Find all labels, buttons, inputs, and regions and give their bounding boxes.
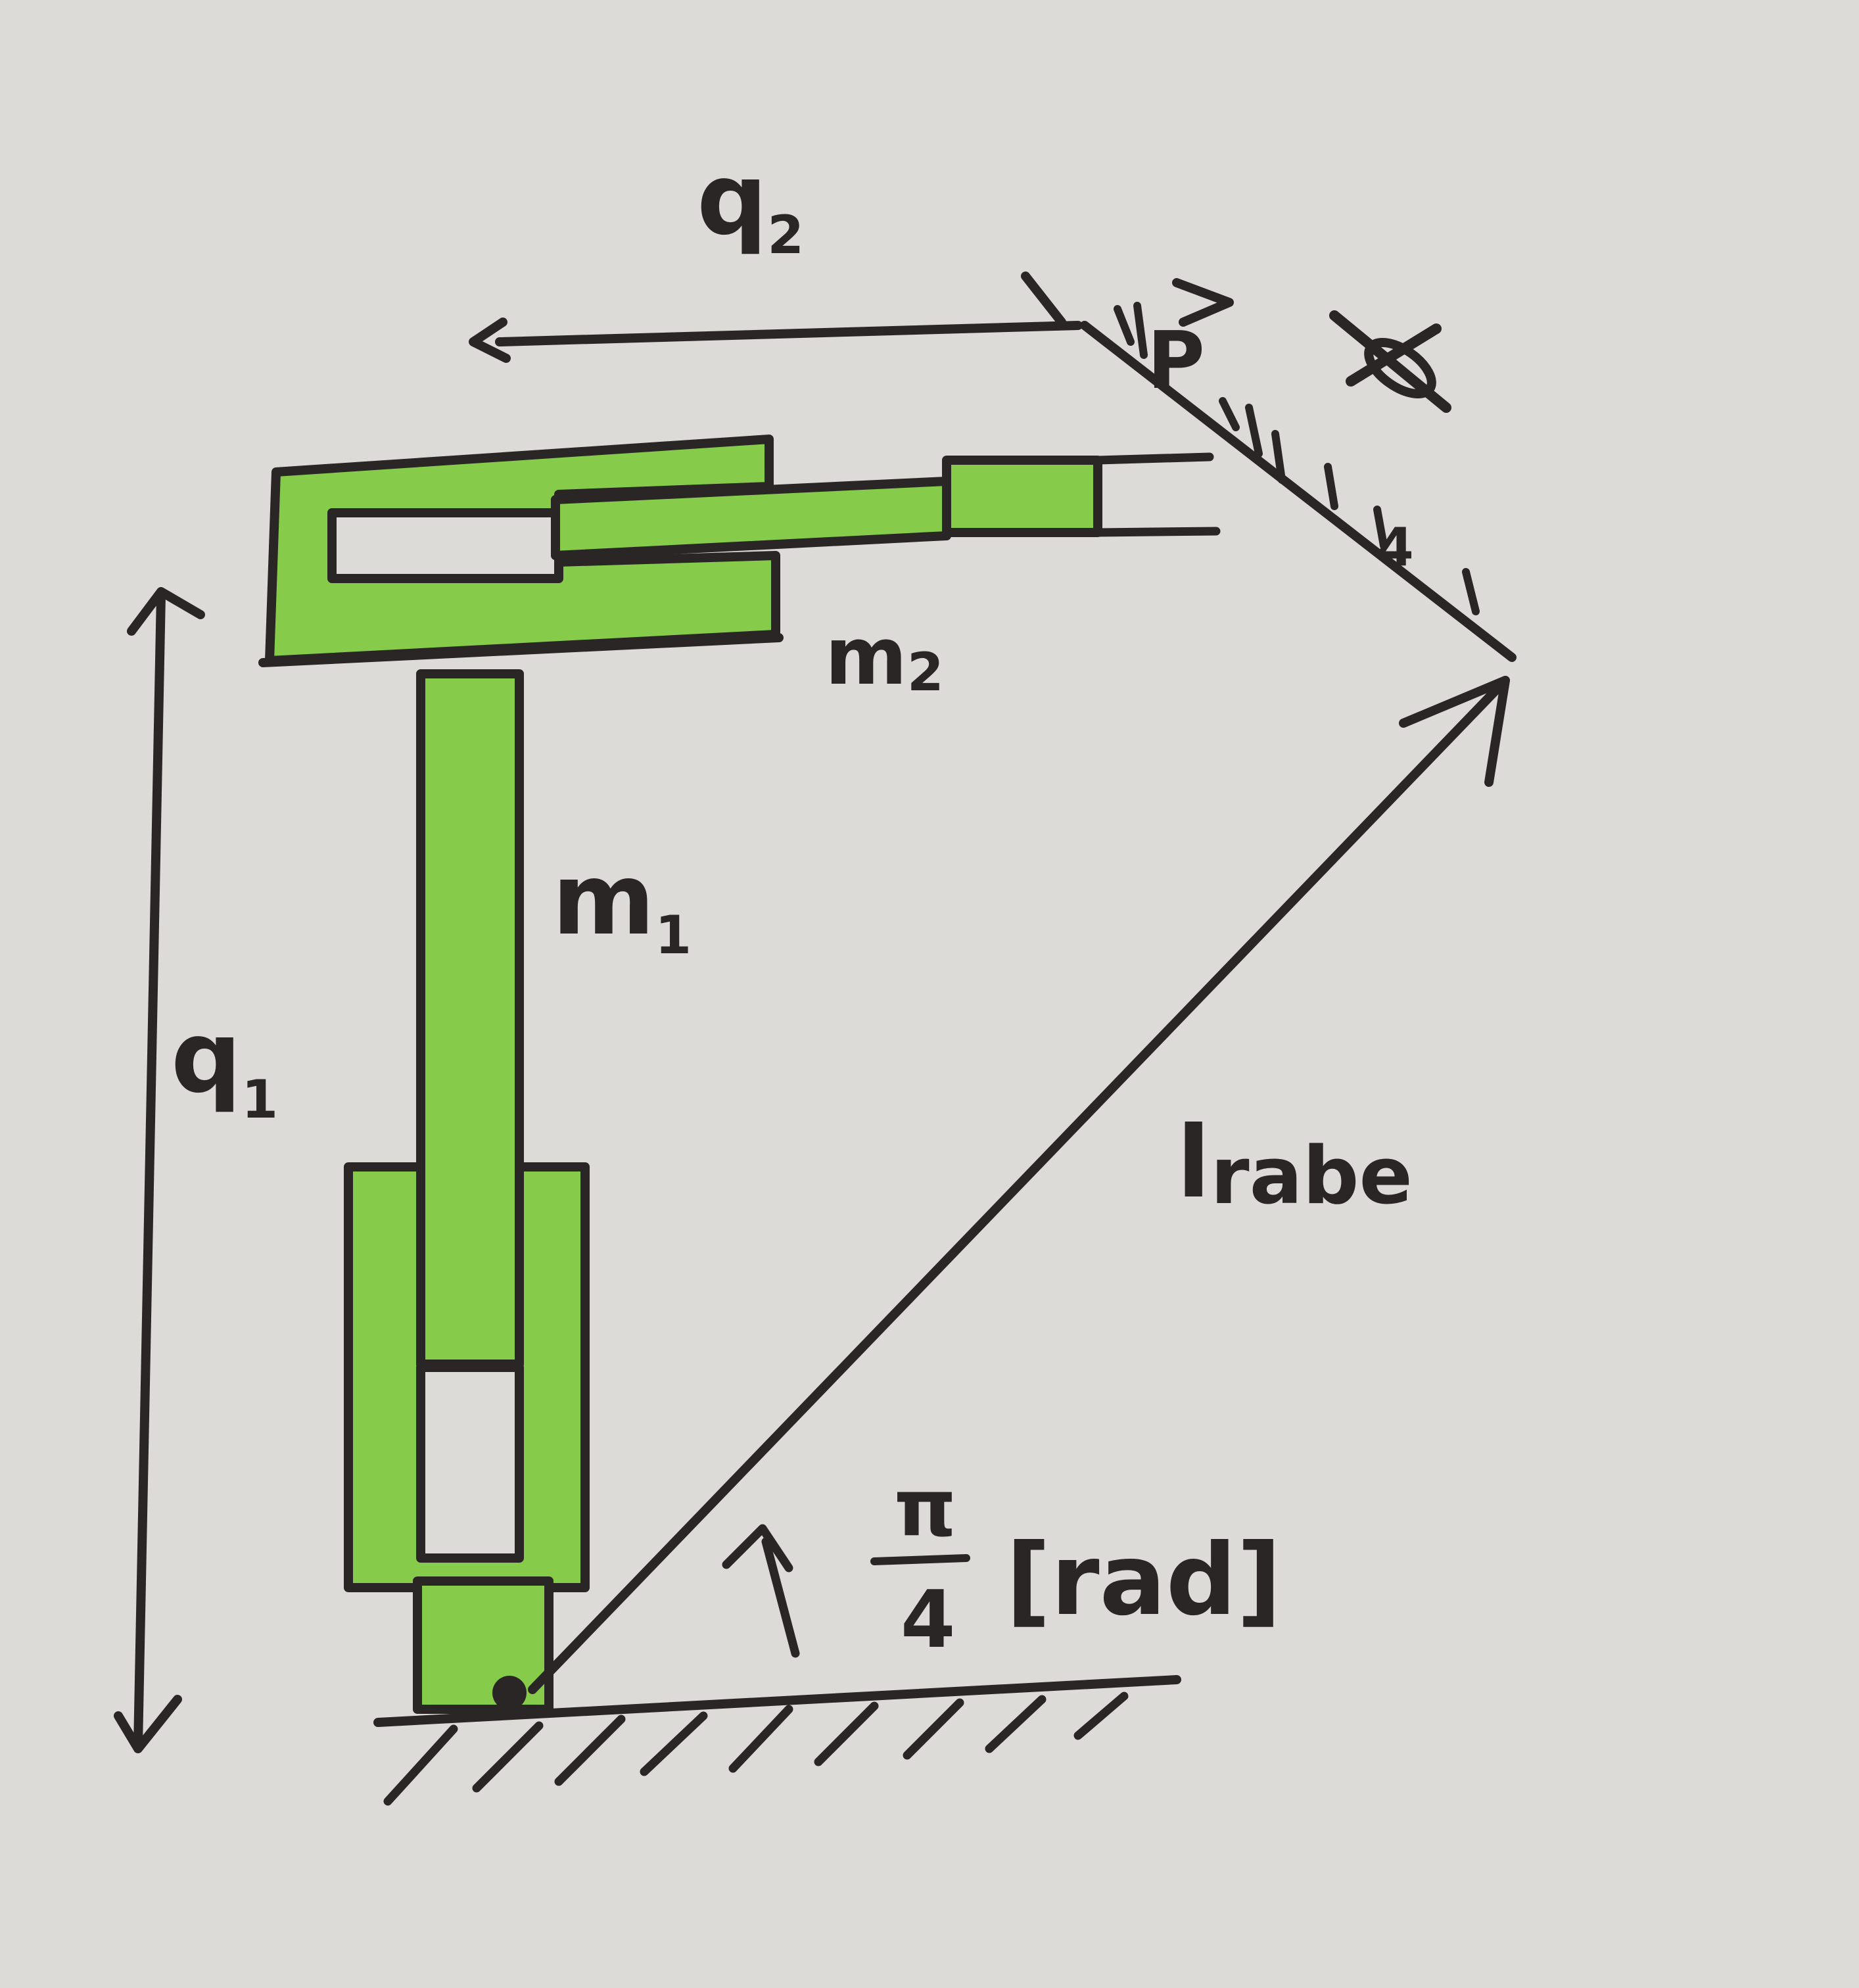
ground [373, 1675, 1181, 1806]
base-housing [344, 1162, 590, 1714]
length-label: 4 [1377, 517, 1414, 578]
q2-arrow [469, 272, 1234, 363]
angle-label: π 4 [rad] [870, 1463, 1282, 1666]
angle-denominator: 4 [901, 1574, 956, 1666]
point-p-label: P [1147, 316, 1205, 407]
arm-housing [258, 435, 784, 667]
crossed-mark [1329, 310, 1451, 413]
link-2 [551, 452, 1221, 560]
base-joint [492, 1676, 527, 1710]
angle-numerator: π [894, 1463, 956, 1554]
m1-label: m1 [552, 843, 692, 966]
wall-hatching [1114, 302, 1480, 615]
ground-hatching [383, 1692, 1129, 1806]
l-rabe-label: lrabe [1177, 1106, 1413, 1222]
link-1 [416, 669, 524, 1369]
base-slot [416, 1363, 524, 1563]
q1-label: q1 [171, 1001, 278, 1130]
m2-label: m2 [825, 611, 944, 703]
angle-arrow [722, 1524, 800, 1658]
q2-label: q2 [697, 143, 804, 266]
arm-slot [327, 508, 563, 583]
angle-unit: [rad] [1006, 1523, 1282, 1638]
q1-arrow [114, 587, 205, 1753]
l-rabe-arrow [528, 676, 1510, 1694]
constraint-wall [1080, 302, 1517, 662]
